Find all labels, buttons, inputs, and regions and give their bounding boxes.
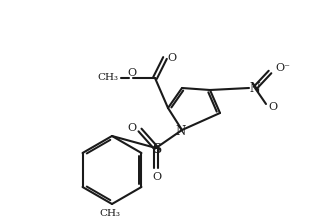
- Text: O: O: [167, 53, 177, 63]
- Text: CH₃: CH₃: [100, 209, 120, 218]
- Text: O: O: [268, 102, 277, 112]
- Text: O: O: [127, 68, 137, 78]
- Text: N: N: [176, 125, 186, 138]
- Text: N: N: [250, 81, 260, 95]
- Text: O: O: [127, 123, 137, 133]
- Text: O⁻: O⁻: [275, 63, 290, 73]
- Text: O: O: [152, 172, 161, 182]
- Text: CH₃: CH₃: [98, 73, 118, 81]
- Text: S: S: [152, 143, 161, 156]
